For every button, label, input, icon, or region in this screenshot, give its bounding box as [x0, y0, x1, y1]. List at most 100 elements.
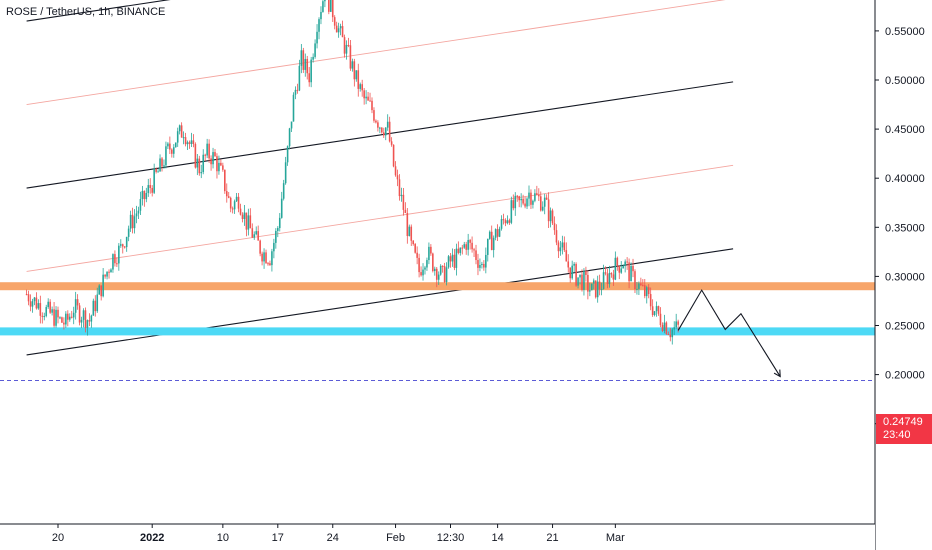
candle-body-317 — [647, 287, 650, 295]
candle-body-286 — [587, 274, 589, 292]
candle-body-101 — [224, 169, 226, 192]
candle-body-187 — [392, 144, 395, 167]
candle-body-11 — [47, 301, 49, 308]
channel-line-2[interactable] — [26, 0, 734, 105]
candle-body-38 — [100, 285, 102, 297]
candle-body-280 — [575, 263, 577, 286]
candle-body-10 — [45, 307, 48, 317]
candle-body-190 — [398, 179, 401, 197]
candle-body-103 — [227, 196, 230, 198]
chart-title: ROSE / TetherUS, 1h, BINANCE — [6, 6, 166, 18]
candle-body-143 — [306, 58, 309, 74]
candle-body-241 — [498, 228, 501, 237]
channel-line-4[interactable] — [26, 164, 734, 272]
candle-body-162 — [343, 37, 346, 54]
time-tick-label-5: Feb — [386, 532, 405, 544]
cyan-support-zone[interactable] — [0, 327, 875, 336]
candle-body-256 — [528, 192, 530, 199]
time-axis[interactable]: 20 2022 10 17 24 Feb 12:30 14 21 Mar — [0, 523, 875, 550]
candle-body-113 — [247, 215, 250, 230]
candle-body-160 — [339, 26, 342, 29]
candle-body-100 — [222, 165, 224, 170]
candle-body-74 — [171, 149, 173, 154]
candle-body-216 — [449, 256, 452, 262]
candle-body-32 — [88, 320, 91, 322]
price-tick-label-6: 0.45000 — [885, 124, 925, 136]
candle-body-6 — [37, 303, 40, 309]
price-axis[interactable]: 0.150000.200000.250000.300000.350000.400… — [874, 0, 932, 550]
candle-body-86 — [194, 144, 197, 168]
candle-body-199 — [416, 252, 418, 258]
candle-body-197 — [412, 240, 415, 245]
candle-body-55 — [133, 216, 136, 229]
candle-body-8 — [41, 315, 44, 317]
candle-body-324 — [661, 325, 664, 331]
candle-body-180 — [379, 127, 381, 129]
candle-body-194 — [406, 213, 409, 237]
time-tick-label-9: Mar — [606, 532, 625, 544]
candle-body-17 — [59, 317, 61, 319]
candle-body-249 — [514, 195, 517, 209]
candle-body-263 — [541, 206, 544, 211]
candle-body-75 — [172, 147, 175, 154]
price-tick-label-5: 0.40000 — [885, 173, 925, 185]
candle-body-285 — [585, 270, 587, 275]
candle-body-0 — [25, 294, 28, 296]
horizontal-zones[interactable] — [0, 282, 875, 381]
candle-body-325 — [663, 322, 666, 331]
candle-body-232 — [481, 263, 483, 265]
candle-body-210 — [437, 274, 440, 280]
candle-body-313 — [640, 283, 642, 286]
candle-body-112 — [245, 212, 248, 230]
candle-body-174 — [367, 96, 369, 101]
candle-body-111 — [243, 212, 246, 220]
projection-path[interactable] — [677, 289, 781, 377]
candle-body-60 — [143, 190, 146, 200]
candle-body-183 — [384, 127, 387, 136]
candle-body-308 — [630, 266, 632, 282]
candle-body-311 — [636, 288, 638, 290]
candle-body-82 — [186, 142, 189, 145]
candle-body-176 — [371, 100, 373, 111]
candle-body-211 — [439, 265, 442, 275]
candle-body-2 — [29, 301, 32, 307]
candle-body-260 — [536, 193, 538, 195]
candle-body-16 — [57, 309, 59, 318]
candle-body-244 — [504, 220, 507, 224]
candle-body-312 — [638, 283, 640, 289]
price-tick-label-2: 0.25000 — [885, 321, 925, 333]
candle-body-80 — [182, 137, 185, 139]
candle-body-204 — [426, 260, 428, 268]
candle-body-53 — [129, 214, 132, 229]
candle-body-7 — [39, 303, 42, 316]
candle-body-128 — [277, 228, 279, 231]
candle-body-141 — [302, 50, 305, 70]
candle-body-267 — [549, 210, 552, 222]
candle-body-231 — [479, 264, 481, 268]
candle-body-279 — [573, 263, 575, 266]
channel-line-3[interactable] — [26, 81, 734, 189]
candle-body-188 — [394, 166, 397, 176]
candle-body-33 — [90, 315, 93, 322]
candle-body-304 — [622, 266, 624, 269]
candle-body-140 — [300, 50, 303, 66]
candle-body-93 — [208, 143, 210, 159]
candle-body-265 — [545, 197, 548, 200]
candle-body-49 — [121, 244, 124, 247]
orange-resistance-zone[interactable] — [0, 282, 875, 291]
projection-drawing[interactable] — [677, 289, 781, 378]
candle-body-150 — [320, 11, 322, 20]
price-tick-label-8: 0.55000 — [885, 26, 925, 38]
candle-body-235 — [486, 238, 489, 255]
candle-body-76 — [174, 142, 177, 148]
candle-body-81 — [184, 137, 187, 145]
candle-body-116 — [253, 234, 256, 238]
candle-body-85 — [192, 140, 195, 145]
candle-body-28 — [80, 319, 83, 323]
projection-arrowhead[interactable] — [773, 369, 781, 378]
channel-line-1[interactable] — [26, 0, 734, 22]
candle-body-326 — [665, 322, 668, 334]
last-price-value: 0.24749 — [883, 416, 923, 428]
